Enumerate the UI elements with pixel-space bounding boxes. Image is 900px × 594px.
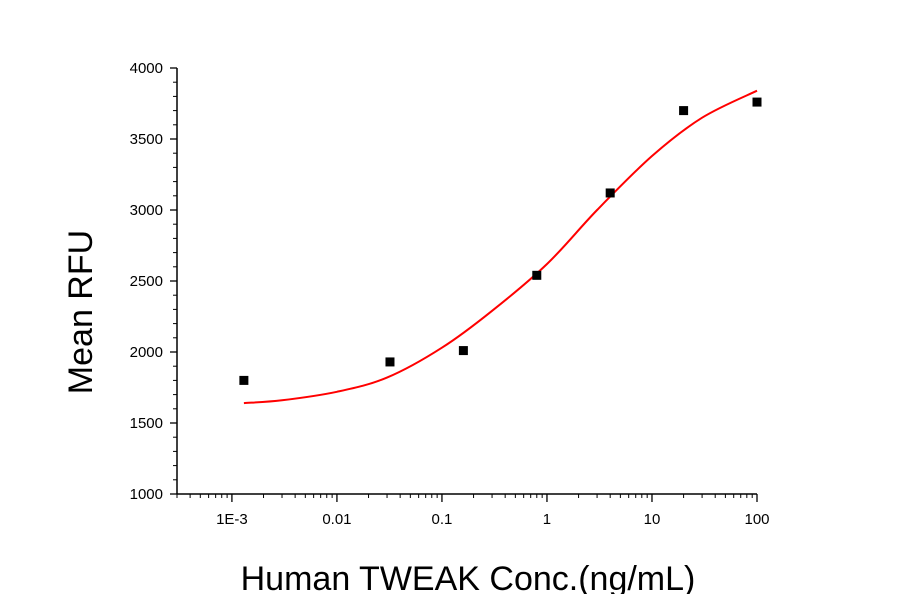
x-tick-label: 0.01 [322,511,351,528]
y-tick-label: 2500 [130,273,163,290]
y-tick-label: 3500 [130,131,163,148]
x-tick-label: 1E-3 [216,511,248,528]
data-point [605,188,615,198]
y-axis-label: Mean RFU [62,230,100,394]
x-tick-label: 0.1 [432,511,453,528]
x-tick-label: 1 [543,511,551,528]
y-tick-label: 4000 [130,60,163,77]
x-tick-label: 10 [644,511,661,528]
y-tick-label: 1000 [130,486,163,503]
fit-curve [243,89,758,405]
data-point [679,106,689,116]
data-point [532,270,542,280]
y-tick-label: 3000 [130,202,163,219]
data-point [385,357,395,367]
y-axis: 1000 1500 2000 2500 3000 3500 4000 [130,60,178,503]
y-tick-label: 1500 [130,415,163,432]
data-point [239,375,249,385]
x-axis: 1E-3 0.01 0.1 1 10 100 [176,493,770,528]
data-point [458,346,468,356]
y-tick-label: 2000 [130,344,163,361]
fit-curve-layer [243,89,758,405]
data-points-layer [239,97,762,385]
data-point [752,97,762,107]
x-tick-label: 100 [744,511,769,528]
x-axis-label: Human TWEAK Conc.(ng/mL) [241,560,696,594]
